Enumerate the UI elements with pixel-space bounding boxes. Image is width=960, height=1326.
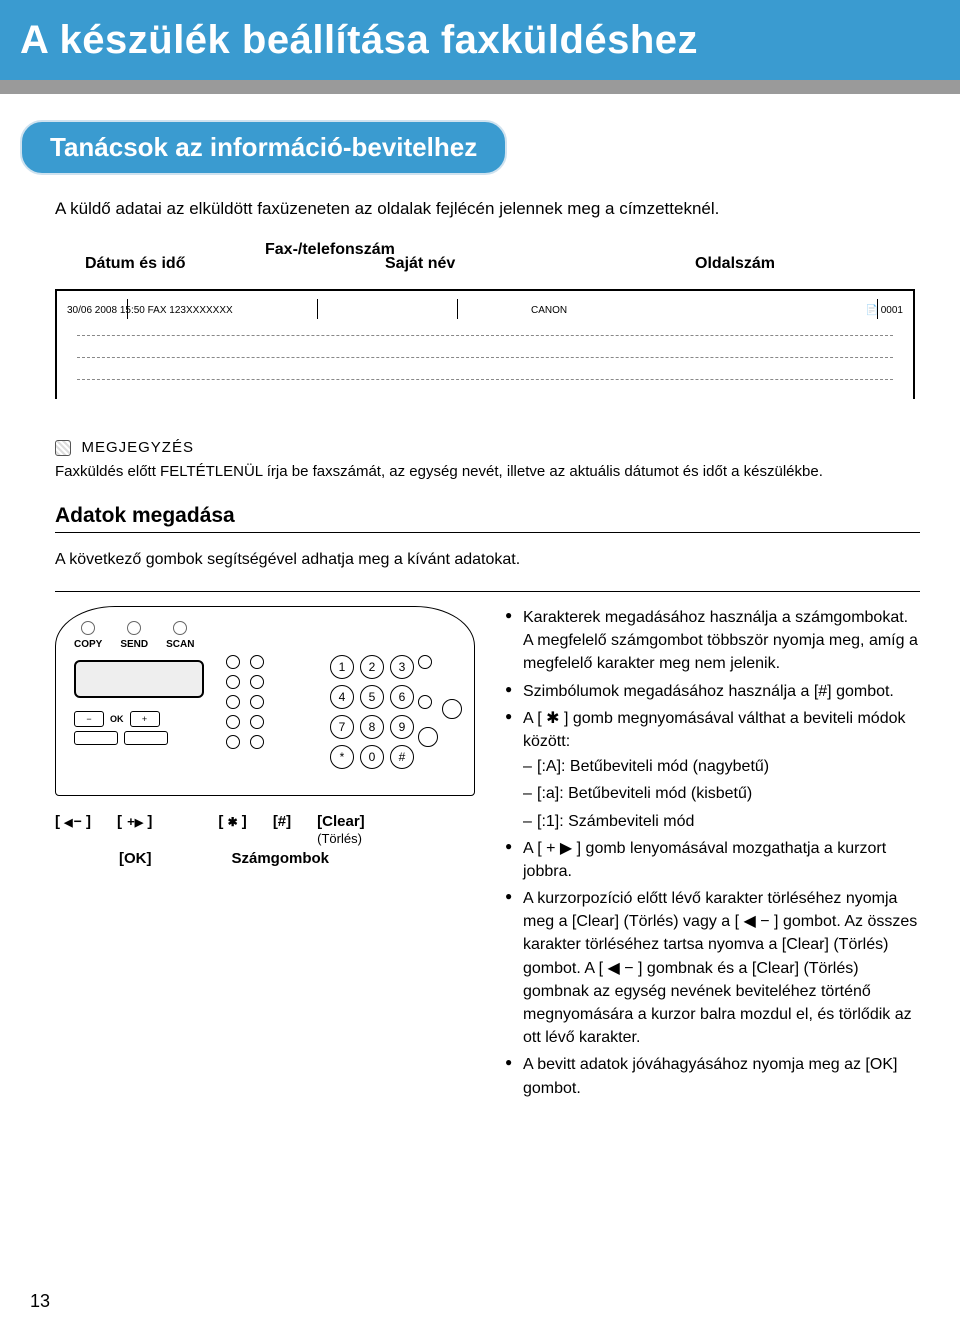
key-star: * — [330, 745, 354, 769]
bullet-5: A kurzorpozíció előtt lévő karakter törl… — [505, 887, 920, 1049]
sample-right: 📄 0001 — [866, 305, 903, 316]
section-head: Adatok megadása — [55, 504, 920, 528]
nav-ok: OK — [110, 714, 124, 724]
side-buttons-right2 — [442, 699, 462, 719]
key-8: 8 — [360, 715, 384, 739]
key-4: 4 — [330, 685, 354, 709]
bullet-4: A [ + ▶ ] gomb lenyomásával mozgathatja … — [505, 837, 920, 883]
note-block: MEGJEGYZÉS Faxküldés előtt FELTÉTLENÜL í… — [55, 439, 920, 480]
key-7: 7 — [330, 715, 354, 739]
device-illustration: COPY SEND SCAN − OK + — [55, 606, 475, 796]
sublist-3: [:1]: Számbeviteli mód — [523, 810, 920, 833]
label-own-name: Saját név — [385, 255, 455, 273]
nav-plus: + — [130, 711, 160, 727]
thin-divider — [55, 591, 920, 592]
side-buttons-left2 — [250, 655, 264, 749]
bullet-2: Szimbólumok megadásához használja a [#] … — [505, 680, 920, 703]
label-clear-sub: (Törlés) — [317, 831, 362, 846]
bullet-6: A bevitt adatok jóváhagyásához nyomja me… — [505, 1053, 920, 1099]
sublist-1: [:A]: Betűbeviteli mód (nagybetű) — [523, 755, 920, 778]
instructions-column: Karakterek megadásához használja a számg… — [505, 606, 920, 1104]
bullet-3: A [ ✱ ] gomb megnyomásával válthat a bev… — [505, 707, 920, 833]
page-number: 13 — [30, 1291, 50, 1312]
key-1: 1 — [330, 655, 354, 679]
key-9: 9 — [390, 715, 414, 739]
note-body: Faxküldés előtt FELTÉTLENÜL írja be faxs… — [55, 463, 920, 480]
key-labels-row2: [OK] Számgombok — [55, 850, 475, 867]
key-labels-row: [ ] [ ] [ ] [#] [Clear](Törlés) — [55, 814, 475, 846]
sample-right-num: 0001 — [881, 305, 903, 316]
pencil-note-icon — [55, 440, 71, 456]
nav-long-left — [74, 731, 118, 745]
nav-long-right — [124, 731, 168, 745]
gray-divider — [0, 80, 960, 94]
key-0: 0 — [360, 745, 384, 769]
label-clear: [Clear] — [317, 814, 365, 829]
lcd-screen — [74, 660, 204, 698]
mode-row: COPY SEND SCAN — [74, 621, 456, 650]
mode-send: SEND — [120, 639, 148, 650]
note-label: MEGJEGYZÉS — [81, 439, 194, 456]
numeric-keypad: 1 2 3 4 5 6 7 8 9 * 0 # — [330, 655, 414, 769]
label-ok: [OK] — [119, 850, 152, 867]
fax-header-diagram: 30/06 2008 15:50 FAX 123XXXXXXX CANON 📄 … — [55, 289, 915, 399]
section-intro: A következő gombok segítségével adhatja … — [55, 551, 920, 569]
section-subtitle: Tanácsok az információ-bevitelhez — [20, 120, 507, 175]
section-divider — [55, 532, 920, 533]
sample-right-icon: 📄 — [866, 305, 878, 316]
mode-scan: SCAN — [166, 639, 194, 650]
label-numkeys: Számgombok — [232, 850, 330, 867]
sample-center: CANON — [531, 305, 567, 316]
section-subtitle-text: Tanácsok az információ-bevitelhez — [50, 132, 477, 162]
bullet-1: Karakterek megadásához használja a számg… — [505, 606, 920, 676]
key-hash: # — [390, 745, 414, 769]
side-buttons-right — [418, 655, 438, 747]
device-column: COPY SEND SCAN − OK + — [55, 606, 475, 1104]
header-diagram-labels: Dátum és idő Fax-/telefonszám Saját név … — [55, 241, 920, 281]
label-fax-phone: Fax-/telefonszám — [265, 241, 395, 259]
sublist-2: [:a]: Betűbeviteli mód (kisbetű) — [523, 782, 920, 805]
nav-minus: − — [74, 711, 104, 727]
key-2: 2 — [360, 655, 384, 679]
label-page-no: Oldalszám — [695, 255, 775, 273]
label-date-time: Dátum és idő — [85, 255, 185, 273]
intro-text: A küldő adatai az elküldött faxüzeneten … — [55, 199, 920, 219]
key-3: 3 — [390, 655, 414, 679]
page-title: A készülék beállítása faxküldéshez — [0, 0, 960, 80]
key-5: 5 — [360, 685, 384, 709]
key-6: 6 — [390, 685, 414, 709]
label-hash: [#] — [273, 814, 291, 829]
page-title-text: A készülék beállítása faxküldéshez — [20, 18, 698, 63]
side-buttons-left — [226, 655, 240, 749]
bullet-3-text: A [ ✱ ] gomb megnyomásával válthat a bev… — [523, 710, 905, 750]
sample-left: 30/06 2008 15:50 FAX 123XXXXXXX — [67, 305, 233, 316]
mode-copy: COPY — [74, 639, 102, 650]
